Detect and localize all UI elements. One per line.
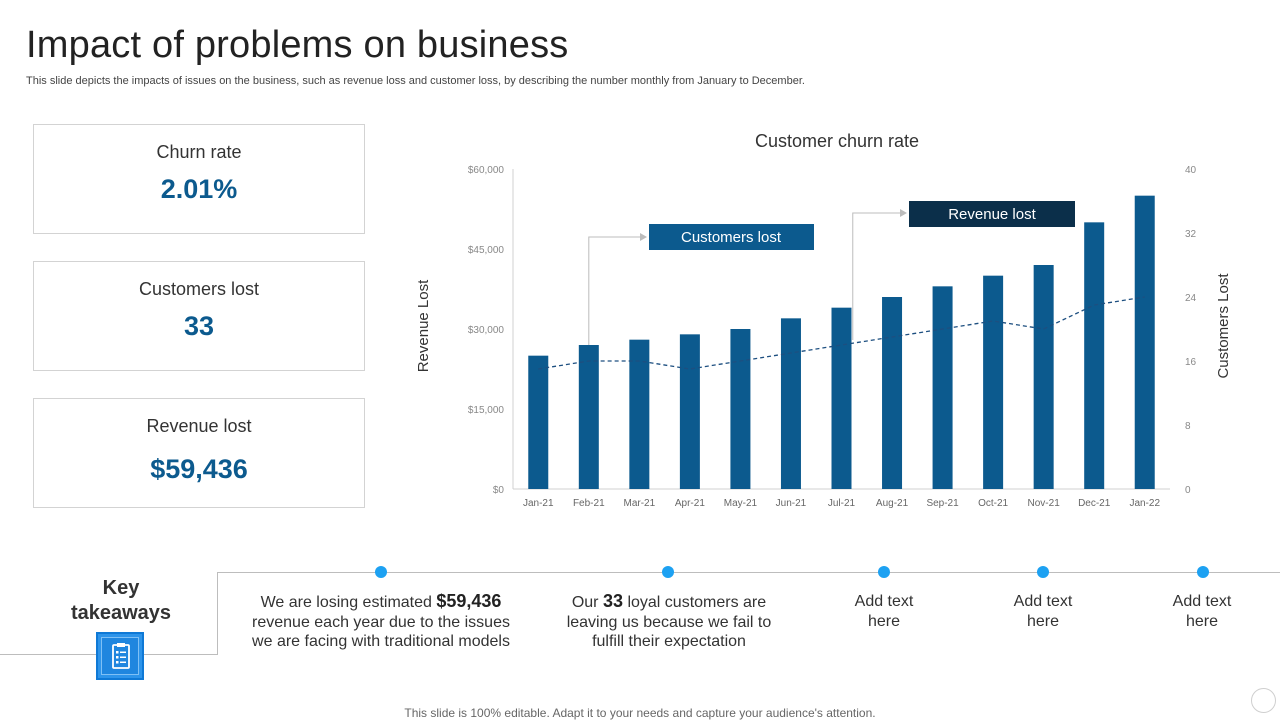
timeline-dot xyxy=(375,566,387,578)
takeaway-text: revenue each year due to the issues we a… xyxy=(252,613,510,651)
bar-mar-21 xyxy=(629,339,650,489)
bar-oct-21 xyxy=(983,275,1004,489)
y-tick-label: $45,000 xyxy=(468,245,505,256)
y-tick-label: $0 xyxy=(493,485,505,496)
bar-sep-21 xyxy=(932,286,953,489)
customer-churn-chart: Customer churn rate $0 $15,000 $30,000 $45,0… xyxy=(415,131,1232,509)
y2-tick-label: 24 xyxy=(1185,293,1197,304)
takeaway-text: Our xyxy=(571,594,603,611)
bar-dec-21 xyxy=(1084,222,1105,489)
bar-nov-21 xyxy=(1033,265,1054,489)
y-axis-title: Revenue Lost xyxy=(415,279,432,372)
takeaway-1: We are losing estimated $59,436 revenue … xyxy=(243,591,519,652)
kpi-label: Churn rate xyxy=(156,142,242,162)
takeaway-highlight: 33 xyxy=(602,591,623,611)
y-tick-label: $15,000 xyxy=(468,405,505,416)
x-tick-label: Dec-21 xyxy=(1078,498,1111,509)
callout-connector xyxy=(588,236,640,345)
callout-connector xyxy=(852,212,900,340)
bar-jan-21 xyxy=(528,355,549,489)
footer-note: This slide is 100% editable. Adapt it to… xyxy=(404,706,876,720)
bar-jun-21 xyxy=(780,318,801,489)
bar-apr-21 xyxy=(679,334,700,489)
page-subtitle: This slide depicts the impacts of issues… xyxy=(26,75,805,87)
x-tick-label: Apr-21 xyxy=(675,498,705,509)
bar-jul-21 xyxy=(831,307,852,489)
x-tick-label: May-21 xyxy=(724,498,758,509)
takeaway-text: We are losing estimated xyxy=(260,594,437,611)
takeaway-2: Our 33 loyal customers are leaving us be… xyxy=(556,591,782,652)
clipboard-list-icon xyxy=(96,632,144,680)
kpi-label: Customers lost xyxy=(138,279,260,299)
timeline-connector xyxy=(217,572,218,654)
takeaway-text: loyal customers are leaving us because w… xyxy=(566,594,772,650)
y-tick-label: $30,000 xyxy=(468,325,505,336)
x-tick-label: Oct-21 xyxy=(978,498,1008,509)
x-tick-label: Mar-21 xyxy=(624,498,656,509)
y2-tick-label: 32 xyxy=(1185,229,1197,240)
y-tick-label: $60,000 xyxy=(468,165,505,176)
bar-jan-22 xyxy=(1134,195,1155,489)
takeaway-3[interactable]: Add text here xyxy=(854,593,914,630)
corner-circle xyxy=(1251,688,1276,713)
x-tick-label: Feb-21 xyxy=(573,498,605,509)
y2-tick-label: 40 xyxy=(1185,165,1197,176)
y2-tick-label: 0 xyxy=(1185,485,1191,496)
timeline-dot xyxy=(1037,566,1049,578)
kpi-label: Revenue lost xyxy=(146,416,252,436)
takeaway-4[interactable]: Add text here xyxy=(1013,593,1073,630)
callout-arrow xyxy=(900,209,907,217)
x-tick-label: Jun-21 xyxy=(776,498,807,509)
timeline-dot xyxy=(878,566,890,578)
y2-axis-title: Customers Lost xyxy=(1215,273,1232,379)
takeaway-5[interactable]: Add text here xyxy=(1172,593,1232,630)
x-tick-label: Jan-22 xyxy=(1129,498,1160,509)
callout-revenue-lost-box xyxy=(909,201,1075,227)
bar-feb-21 xyxy=(578,345,599,489)
x-tick-label: Sep-21 xyxy=(926,498,959,509)
kpi-card-churn-rate: Churn rate 2.01% xyxy=(33,124,365,234)
callout-arrow xyxy=(640,233,647,241)
kpi-card-customers-lost: Customers lost 33 xyxy=(33,261,365,371)
bar-aug-21 xyxy=(882,297,903,489)
key-takeaways-heading: Key takeaways xyxy=(70,577,172,624)
x-tick-label: Nov-21 xyxy=(1028,498,1061,509)
kpi-card-revenue-lost: Revenue lost $59,436 xyxy=(33,398,365,508)
timeline-line xyxy=(217,572,1280,573)
callout-customers-lost-box xyxy=(649,224,814,250)
kpi-value: 2.01% xyxy=(160,174,238,204)
y2-tick-label: 8 xyxy=(1185,421,1191,432)
customers-lost-line xyxy=(538,296,1145,370)
timeline-dot xyxy=(662,566,674,578)
callout-revenue-lost-label: Revenue lost xyxy=(948,206,1036,223)
page-title: Impact of problems on business xyxy=(26,24,569,66)
chart-title: Customer churn rate xyxy=(755,131,919,151)
timeline-dot xyxy=(1197,566,1209,578)
x-tick-label: Aug-21 xyxy=(876,498,909,509)
bar-may-21 xyxy=(730,329,751,489)
callout-customers-lost-label: Customers lost xyxy=(681,229,782,246)
y2-tick-label: 16 xyxy=(1185,357,1197,368)
takeaway-highlight: $59,436 xyxy=(436,591,502,611)
x-tick-label: Jan-21 xyxy=(523,498,554,509)
kpi-value: $59,436 xyxy=(150,454,248,484)
kpi-value: 33 xyxy=(183,311,215,341)
x-tick-label: Jul-21 xyxy=(828,498,856,509)
